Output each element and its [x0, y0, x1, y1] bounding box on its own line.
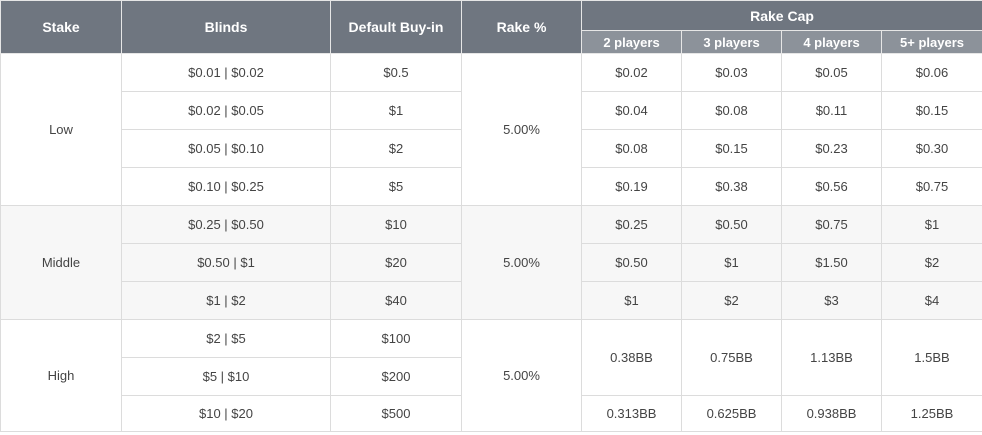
buyin-cell: $40: [330, 281, 462, 320]
header-2-players: 2 players: [581, 30, 682, 54]
rake-cap-cell: $0.08: [581, 129, 682, 168]
rake-cap-cell: $0.08: [681, 91, 782, 130]
blinds-cell: $5 | $10: [121, 357, 331, 396]
header-blinds: Blinds: [121, 0, 331, 54]
rake-cap-cell: $0.03: [681, 53, 782, 92]
rake-cap-cell: $1: [681, 243, 782, 282]
blinds-cell: $0.05 | $0.10: [121, 129, 331, 168]
buyin-cell: $200: [330, 357, 462, 396]
blinds-cell: $1 | $2: [121, 281, 331, 320]
blinds-cell: $0.01 | $0.02: [121, 53, 331, 92]
blinds-cell: $10 | $20: [121, 395, 331, 432]
stake-cell: High: [0, 319, 122, 432]
rake-cap-cell: $0.05: [781, 53, 882, 92]
rake-cap-cell: 0.938BB: [781, 395, 882, 432]
table-row: $1 | $2 $40 $1 $2 $3 $4: [1, 281, 982, 320]
rake-cap-cell: $0.50: [681, 205, 782, 244]
rake-cap-cell: 1.5BB: [881, 319, 982, 396]
rake-cap-cell: $0.15: [681, 129, 782, 168]
table-row: $0.02 | $0.05 $1 $0.04 $0.08 $0.11 $0.15: [1, 91, 982, 130]
table-row: High $2 | $5 $100 5.00% 0.38BB 0.75BB 1.13BB 1.…: [0, 319, 982, 432]
buyin-cell: $10: [330, 205, 462, 244]
rake-cap-cell: $0.19: [581, 167, 682, 206]
table-row: $0.05 | $0.10 $2 $0.08 $0.15 $0.23 $0.30: [1, 129, 982, 168]
rake-cap-cell: $0.04: [581, 91, 682, 130]
rake-cap-cell: 1.25BB: [881, 395, 982, 432]
rake-cap-cell: 0.625BB: [681, 395, 782, 432]
rake-cell: 5.00%: [461, 319, 582, 432]
header-3-players: 3 players: [681, 30, 782, 54]
table-row: Low $0.01 | $0.02 $0.5 5.00% $0.02 $0.03 $0.05…: [0, 53, 982, 206]
rake-cap-cell: $0.75: [781, 205, 882, 244]
rake-cap-cell: $1.50: [781, 243, 882, 282]
rake-cap-cell: 0.75BB: [681, 319, 782, 396]
buyin-cell: $1: [330, 91, 462, 130]
rake-cap-cell: $0.30: [881, 129, 982, 168]
header-4-players: 4 players: [781, 30, 882, 54]
blinds-cell: $0.25 | $0.50: [121, 205, 331, 244]
header-stake: Stake: [0, 0, 122, 54]
buyin-cell: $100: [330, 319, 462, 358]
blinds-cell: $0.10 | $0.25: [121, 167, 331, 206]
stake-cell: Middle: [0, 205, 122, 320]
rake-cap-cell: $0.75: [881, 167, 982, 206]
buyin-cell: $0.5: [330, 53, 462, 92]
rake-cap-cell: $2: [881, 243, 982, 282]
rake-cap-cell: $0.02: [581, 53, 682, 92]
header-5plus-players: 5+ players: [881, 30, 982, 54]
rake-cell: 5.00%: [461, 205, 582, 320]
rake-cap-cell: $0.11: [781, 91, 882, 130]
rake-cap-cell: $2: [681, 281, 782, 320]
rake-cap-cell: $4: [881, 281, 982, 320]
rake-cap-cell: $0.50: [581, 243, 682, 282]
buyin-cell: $500: [330, 395, 462, 432]
rake-cap-cell: $0.38: [681, 167, 782, 206]
table-row: Middle $0.25 | $0.50 $10 5.00% $0.25 $0.50 $0.…: [0, 205, 982, 320]
stake-cell: Low: [0, 53, 122, 206]
table-row: $0.10 | $0.25 $5 $0.19 $0.38 $0.56 $0.75: [1, 167, 982, 206]
buyin-cell: $2: [330, 129, 462, 168]
buyin-cell: $5: [330, 167, 462, 206]
rake-cap-cell: $0.06: [881, 53, 982, 92]
rake-cell: 5.00%: [461, 53, 582, 206]
rake-cap-cell: $0.23: [781, 129, 882, 168]
rake-cap-cell: $1: [881, 205, 982, 244]
buyin-cell: $20: [330, 243, 462, 282]
blinds-cell: $0.50 | $1: [121, 243, 331, 282]
rake-cap-cell: $3: [781, 281, 882, 320]
header-rake: Rake %: [461, 0, 582, 54]
blinds-cell: $0.02 | $0.05: [121, 91, 331, 130]
rake-cap-cell: 0.38BB: [581, 319, 682, 396]
rake-cap-cell: $0.25: [581, 205, 682, 244]
header-buyin: Default Buy-in: [330, 0, 462, 54]
rake-cap-cell: 1.13BB: [781, 319, 882, 396]
rake-cap-cell: $0.56: [781, 167, 882, 206]
table-row: $0.50 | $1 $20 $0.50 $1 $1.50 $2: [1, 243, 982, 282]
rake-cap-cell: 0.313BB: [581, 395, 682, 432]
table-row: $10 | $20 $500 0.313BB 0.625BB 0.938BB 1.25BB: [1, 395, 982, 432]
rake-cap-cell: $0.15: [881, 91, 982, 130]
header-rake-cap: Rake Cap: [581, 0, 982, 31]
rake-cap-cell: $1: [581, 281, 682, 320]
blinds-cell: $2 | $5: [121, 319, 331, 358]
